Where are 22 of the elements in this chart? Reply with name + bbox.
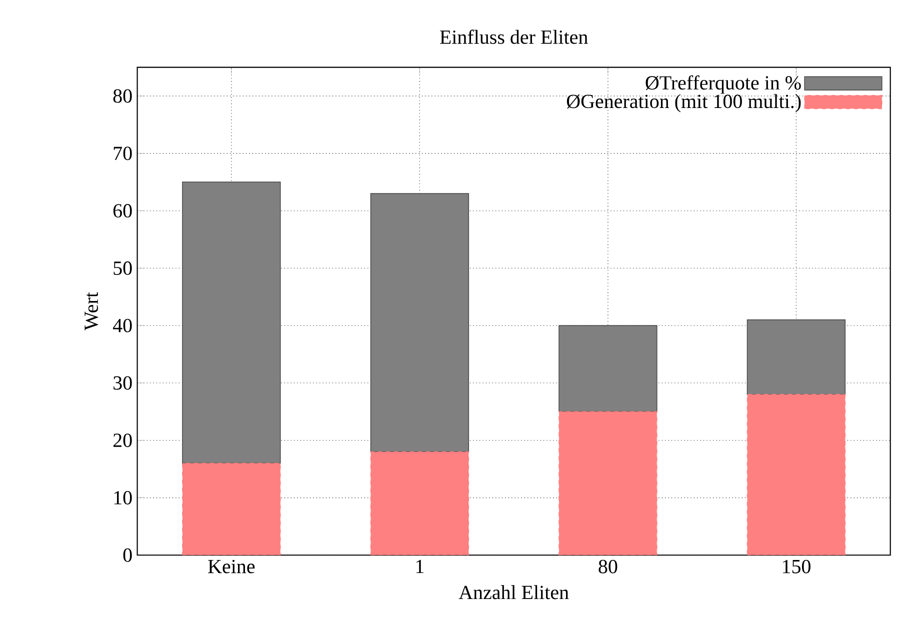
chart-title: Einfluss der Eliten [440, 30, 588, 44]
bar [746, 319, 846, 395]
x-tick-label: 150 [782, 560, 810, 574]
x-tick-label: Keine [208, 560, 255, 574]
y-axis-title: Wert [84, 292, 98, 330]
bar [370, 193, 470, 452]
legend-label: ØGeneration (mit 100 multi.) [566, 94, 801, 112]
x-tick-label: 1 [416, 560, 424, 573]
x-axis-title: Anzahl Eliten [458, 585, 569, 600]
y-tick-label: 50 [114, 261, 132, 275]
y-tick-label: 80 [113, 89, 132, 103]
y-tick-label: 10 [114, 490, 132, 504]
y-tick-label: 30 [114, 376, 132, 390]
x-tick-label: 80 [598, 560, 618, 574]
y-tick-label: 70 [114, 146, 132, 160]
y-tick-label: 20 [113, 434, 132, 448]
bar [182, 182, 281, 464]
y-tick-label: 0 [123, 548, 132, 562]
bar [558, 325, 658, 412]
y-tick-label: 60 [113, 204, 132, 218]
legend-label: ØTrefferquote in % [646, 75, 801, 94]
y-tick-label: 40 [112, 318, 132, 332]
